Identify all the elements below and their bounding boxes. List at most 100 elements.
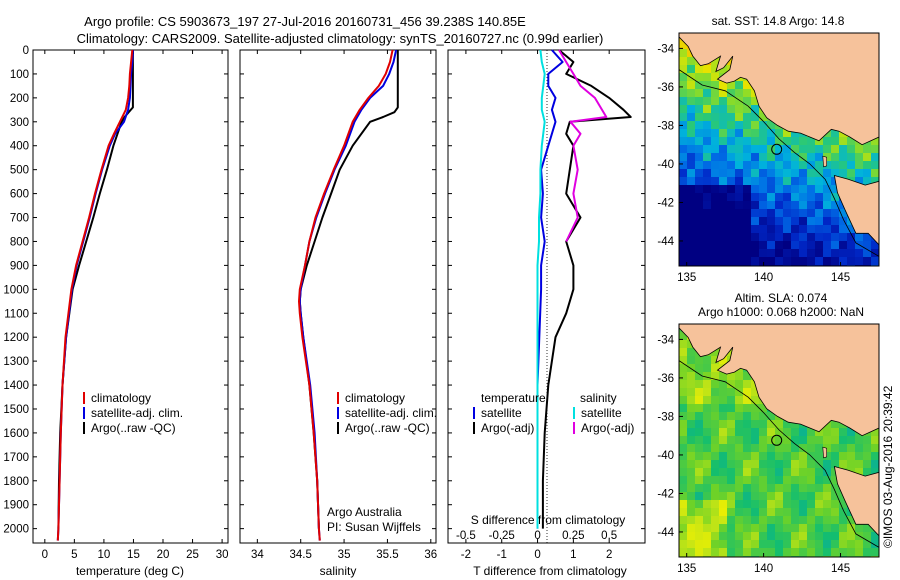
map-cell — [799, 161, 808, 170]
map-cell — [839, 524, 848, 533]
map-cell — [711, 380, 720, 389]
depth-tick-label: 1400 — [3, 380, 29, 392]
map-cell — [791, 548, 800, 557]
map-cell — [767, 508, 776, 517]
map-cell — [863, 257, 872, 266]
map-cell — [679, 145, 688, 154]
map-cell — [783, 161, 792, 170]
sst-map-panel: sat. SST: 14.8 Argo: 14.8 135 140 145 -34 -3… — [657, 14, 880, 284]
map-cell — [719, 540, 728, 549]
map-cell — [711, 137, 720, 146]
map-cell — [743, 452, 752, 461]
map-cell — [711, 65, 720, 74]
map-cell — [831, 193, 840, 202]
map-cell — [751, 412, 760, 421]
map-cell — [751, 500, 760, 509]
map-cell — [743, 404, 752, 413]
map-cell — [735, 444, 744, 453]
map-cell — [679, 348, 688, 357]
map-cell — [815, 233, 824, 242]
map-x-tick-label: 140 — [754, 272, 773, 284]
map-cell — [831, 460, 840, 469]
map-cell — [863, 436, 872, 445]
map-cell — [711, 468, 720, 477]
map-cell — [815, 145, 824, 154]
map-cell — [799, 428, 808, 437]
map-cell — [855, 233, 864, 242]
legend-t-satellite-label: satellite — [481, 406, 522, 420]
map-cell — [727, 508, 736, 517]
map-cell — [783, 145, 792, 154]
map-cell — [743, 121, 752, 130]
map-cell — [783, 209, 792, 218]
map-cell — [831, 233, 840, 242]
map-cell — [687, 484, 696, 493]
map-cell — [687, 201, 696, 210]
map-cell — [711, 428, 720, 437]
map-cell — [679, 201, 688, 210]
map-y-tick-label: -42 — [657, 197, 674, 209]
map-cell — [735, 169, 744, 178]
map-cell — [679, 532, 688, 541]
map-cell — [719, 524, 728, 533]
map-cell — [695, 137, 704, 146]
map-cell — [679, 241, 688, 250]
map-cell — [767, 420, 776, 429]
map-cell — [775, 436, 784, 445]
map-cell — [679, 524, 688, 533]
map-cell — [823, 548, 832, 557]
map-cell — [799, 540, 808, 549]
map-cell — [735, 372, 744, 381]
map-cell — [687, 540, 696, 549]
map-cell — [799, 177, 808, 186]
map-cell — [839, 500, 848, 509]
map-cell — [687, 233, 696, 242]
map-cell — [727, 452, 736, 461]
map-cell — [831, 476, 840, 485]
map-cell — [679, 121, 688, 130]
map-cell — [727, 193, 736, 202]
map-cell — [815, 249, 824, 258]
map-cell — [863, 524, 872, 533]
map-cell — [743, 137, 752, 146]
map-cell — [839, 249, 848, 258]
map-cell — [775, 468, 784, 477]
map-cell — [775, 444, 784, 453]
king-island-land — [822, 446, 827, 459]
map-cell — [727, 113, 736, 122]
map-cell — [783, 436, 792, 445]
map-cell — [759, 241, 768, 250]
map-cell — [823, 145, 832, 154]
map-cell — [839, 217, 848, 226]
map-cell — [863, 468, 872, 477]
map-cell — [695, 524, 704, 533]
map-cell — [687, 137, 696, 146]
map-cell — [695, 508, 704, 517]
map-cell — [687, 225, 696, 234]
x-tick-label: 36 — [424, 549, 437, 561]
map-cell — [767, 177, 776, 186]
map-cell — [775, 225, 784, 234]
map-cell — [727, 484, 736, 493]
map-cell — [775, 532, 784, 541]
map-cell — [847, 169, 856, 178]
map-cell — [823, 217, 832, 226]
map-cell — [687, 548, 696, 557]
map-cell — [759, 460, 768, 469]
map-cell — [751, 113, 760, 122]
depth-tick-label: 1500 — [3, 404, 29, 416]
map-cell — [679, 97, 688, 106]
legend-satellite-label: satellite-adj. clim. — [345, 406, 437, 420]
map-cell — [807, 508, 816, 517]
map-y-tick-label: -40 — [657, 450, 674, 462]
map-cell — [815, 492, 824, 501]
map-cell — [759, 444, 768, 453]
map-cell — [815, 225, 824, 234]
map-cell — [695, 532, 704, 541]
map-cell — [743, 412, 752, 421]
map-cell — [823, 137, 832, 146]
difference-series-2 — [536, 49, 546, 529]
map-cell — [687, 121, 696, 130]
map-cell — [703, 81, 712, 90]
